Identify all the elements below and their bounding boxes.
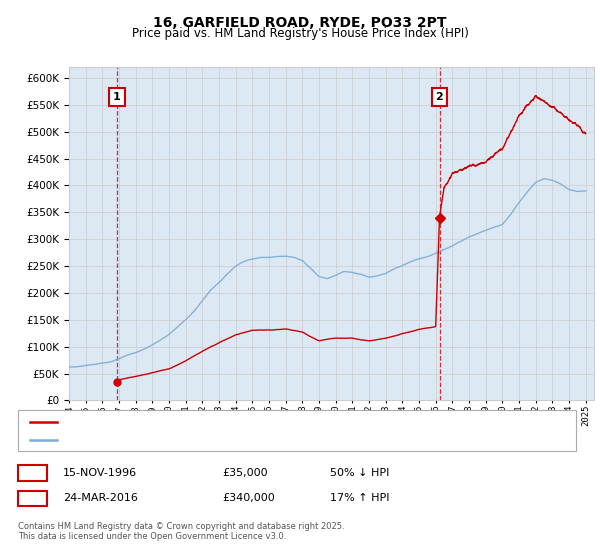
Text: 15-NOV-1996: 15-NOV-1996 (63, 468, 137, 478)
Text: Contains HM Land Registry data © Crown copyright and database right 2025.
This d: Contains HM Land Registry data © Crown c… (18, 522, 344, 542)
Text: 24-MAR-2016: 24-MAR-2016 (63, 493, 138, 503)
Text: 1: 1 (113, 92, 121, 102)
Text: 16, GARFIELD ROAD, RYDE, PO33 2PT (detached house): 16, GARFIELD ROAD, RYDE, PO33 2PT (detac… (63, 417, 353, 427)
Text: HPI: Average price, detached house, Isle of Wight: HPI: Average price, detached house, Isle… (63, 435, 321, 445)
Text: £35,000: £35,000 (222, 468, 268, 478)
Text: £340,000: £340,000 (222, 493, 275, 503)
Text: 50% ↓ HPI: 50% ↓ HPI (330, 468, 389, 478)
Text: 2: 2 (29, 493, 36, 503)
Text: 2: 2 (436, 92, 443, 102)
Text: 17% ↑ HPI: 17% ↑ HPI (330, 493, 389, 503)
Text: 16, GARFIELD ROAD, RYDE, PO33 2PT: 16, GARFIELD ROAD, RYDE, PO33 2PT (153, 16, 447, 30)
Text: 1: 1 (29, 468, 36, 478)
Text: Price paid vs. HM Land Registry's House Price Index (HPI): Price paid vs. HM Land Registry's House … (131, 27, 469, 40)
